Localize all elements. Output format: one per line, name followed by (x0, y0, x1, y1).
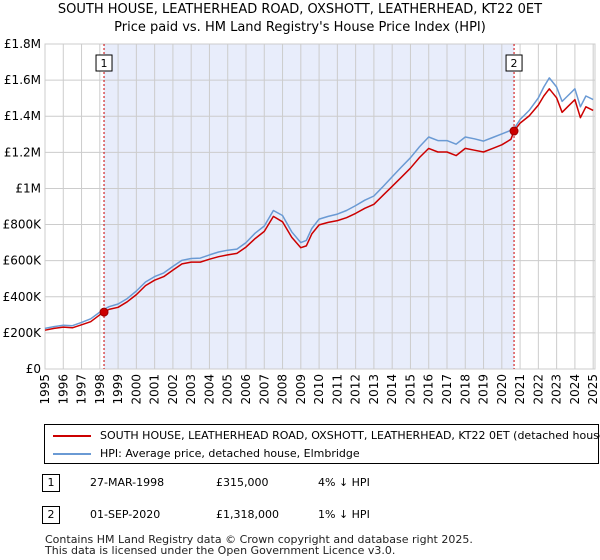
x-tick-label: 2014 (385, 374, 399, 405)
x-tick-label: 2024 (568, 374, 582, 405)
x-tick-label: 2003 (184, 374, 198, 405)
sale-marker-box (505, 54, 523, 72)
x-tick-label: 2002 (166, 374, 180, 405)
y-tick-label: £1.6M (4, 73, 41, 87)
sale-date: 01-SEP-2020 (90, 508, 161, 521)
footer-licence: This data is licensed under the Open Gov… (45, 544, 396, 557)
sale-badge: 1 (42, 474, 60, 492)
x-tick-label: 1997 (75, 374, 89, 405)
chart-title-address: SOUTH HOUSE, LEATHERHEAD ROAD, OXSHOTT, … (57, 2, 543, 17)
sale-row-1: 1 27-MAR-1998 £315,000 4% ↓ HPI (0, 474, 600, 496)
x-tick-label: 2011 (330, 374, 344, 405)
sale-row-2: 2 01-SEP-2020 £1,318,000 1% ↓ HPI (0, 506, 600, 528)
x-tick-label: 2022 (531, 374, 545, 405)
x-tick-label: 2000 (129, 374, 143, 405)
chart-legend: SOUTH HOUSE, LEATHERHEAD ROAD, OXSHOTT, … (44, 424, 600, 464)
x-tick-label: 2012 (349, 374, 363, 405)
y-tick-label: £200K (3, 326, 43, 340)
x-tick-label: 2008 (276, 374, 290, 405)
x-tick-label: 1995 (38, 374, 52, 405)
hpi-line (44, 77, 594, 330)
x-tick-label: 2018 (458, 374, 472, 405)
x-tick-label: 2001 (148, 374, 162, 405)
sale-date: 27-MAR-1998 (90, 476, 165, 489)
sale-hpi-diff: 4% ↓ HPI (318, 476, 370, 489)
y-tick-label: £400K (3, 290, 43, 304)
x-tick-label: 2016 (422, 374, 436, 405)
highlight-span (104, 44, 515, 369)
legend-label-property: SOUTH HOUSE, LEATHERHEAD ROAD, OXSHOTT, … (100, 429, 600, 442)
y-tick-label: £1.4M (4, 109, 41, 123)
x-tick-label: 2007 (257, 374, 271, 405)
y-tick-label: £1M (15, 181, 41, 195)
x-tick-label: 2021 (513, 374, 527, 405)
x-tick-label: 2019 (477, 374, 491, 405)
plot-frame (44, 43, 596, 370)
sale-hpi-diff: 1% ↓ HPI (318, 508, 370, 521)
x-tick-label: 2017 (440, 374, 454, 405)
sale-price: £1,318,000 (216, 508, 279, 521)
property-price-line (44, 88, 594, 331)
sale-marker-box (95, 54, 113, 72)
x-tick-label: 1998 (93, 374, 107, 405)
y-tick-label: £0 (26, 362, 41, 376)
x-tick-label: 2020 (495, 374, 509, 405)
legend-swatch-property (53, 435, 91, 437)
y-tick-label: £1.8M (4, 37, 41, 51)
footer-copyright: Contains HM Land Registry data © Crown c… (45, 533, 473, 546)
x-tick-label: 2009 (294, 374, 308, 405)
y-tick-label: £800K (3, 218, 43, 232)
x-tick-label: 2023 (550, 374, 564, 405)
sale-badge: 2 (42, 506, 60, 524)
x-tick-label: 2006 (239, 374, 253, 405)
x-tick-label: 2005 (221, 374, 235, 405)
sale-point (509, 126, 519, 136)
x-tick-label: 2025 (586, 374, 600, 405)
x-tick-label: 2013 (367, 374, 381, 405)
sale-marker-label: 1 (101, 57, 108, 70)
sale-price: £315,000 (216, 476, 269, 489)
sale-point (99, 307, 109, 317)
chart-subtitle: Price paid vs. HM Land Registry's House … (114, 20, 486, 35)
y-tick-label: £600K (3, 254, 43, 268)
x-tick-label: 1996 (56, 374, 70, 405)
x-tick-label: 1999 (111, 374, 125, 405)
legend-swatch-hpi (53, 453, 91, 455)
sale-marker-label: 2 (511, 57, 518, 70)
x-tick-label: 2015 (403, 374, 417, 405)
price-chart: £0 £200K £400K £600K £800K £1M £1.2M £1.4M £1.6M… (3, 37, 600, 405)
legend-label-hpi: HPI: Average price, detached house, Elmb… (100, 447, 360, 460)
x-tick-label: 2010 (312, 374, 326, 405)
y-tick-label: £1.2M (4, 145, 41, 159)
x-tick-label: 2004 (202, 374, 216, 405)
